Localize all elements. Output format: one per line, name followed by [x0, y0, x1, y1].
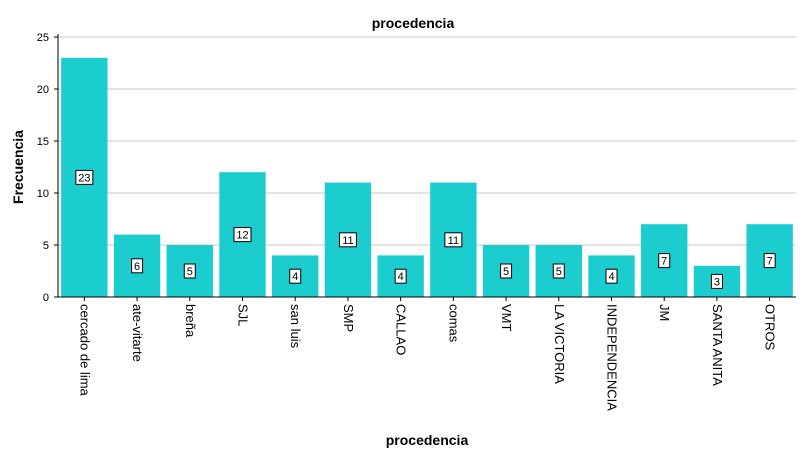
data-label: 6: [134, 261, 140, 273]
category-label: cercado de lima: [77, 304, 92, 397]
data-label-box: [289, 268, 302, 284]
data-label: 5: [556, 266, 562, 278]
data-label-box: [394, 268, 407, 284]
y-tick-label: 0: [43, 292, 49, 304]
data-label: 4: [608, 271, 614, 283]
y-axis-ticks: 0 5 10 15 20 25: [37, 32, 58, 304]
category-label: SJL: [236, 304, 251, 326]
y-tick-label: 5: [43, 240, 49, 252]
y-tick-label: 25: [37, 32, 49, 44]
y-axis-title: Frecuencia: [10, 130, 26, 204]
data-label-box: [763, 253, 776, 269]
data-label-box: [338, 232, 357, 248]
data-label-box: [131, 258, 144, 274]
category-label: ate-vitarte: [130, 304, 145, 362]
data-label: 7: [767, 256, 773, 268]
y-tick-label: 10: [37, 188, 49, 200]
data-label: 11: [448, 235, 459, 247]
data-label: 4: [398, 271, 404, 283]
data-label: 7: [661, 256, 667, 268]
category-label: san luis: [288, 304, 303, 349]
category-label: comas: [446, 304, 461, 343]
category-label: SANTA ANITA: [710, 304, 725, 386]
data-label-box: [658, 253, 671, 269]
data-label-box: [500, 263, 513, 279]
x-axis-title: procedencia: [386, 432, 469, 448]
category-label: JM: [657, 304, 672, 321]
data-label-box: [233, 227, 252, 243]
data-label-box: [444, 232, 463, 248]
data-label: 3: [714, 276, 720, 288]
data-label: 4: [292, 271, 298, 283]
data-label: 23: [78, 172, 90, 184]
bars: 23 6 5 12 4 11 4 11 5 5 4 7 3 7: [61, 57, 793, 297]
category-label: OTROS: [763, 304, 778, 351]
category-label: breña: [183, 304, 198, 338]
data-label: 5: [503, 266, 509, 278]
category-label: INDEPENDENCIA: [605, 304, 620, 411]
data-label-box: [605, 268, 618, 284]
data-label-box: [75, 169, 94, 185]
data-label: 11: [342, 235, 353, 247]
data-label-box: [183, 263, 196, 279]
y-tick-label: 15: [37, 136, 49, 148]
data-label-box: [710, 273, 723, 289]
category-label: LA VICTORIA: [552, 304, 567, 384]
data-label: 5: [187, 266, 193, 278]
data-label: 12: [236, 230, 248, 242]
y-tick-label: 20: [37, 84, 49, 96]
category-label: CALLAO: [394, 304, 409, 355]
category-label: VMT: [499, 304, 514, 332]
gridlines: [58, 36, 796, 246]
x-axis-categories: cercado de lima ate-vitarte breña SJL san lu…: [77, 297, 778, 411]
category-label: SMP: [341, 304, 356, 332]
data-label-box: [552, 263, 565, 279]
chart-title: procedencia: [372, 15, 455, 31]
